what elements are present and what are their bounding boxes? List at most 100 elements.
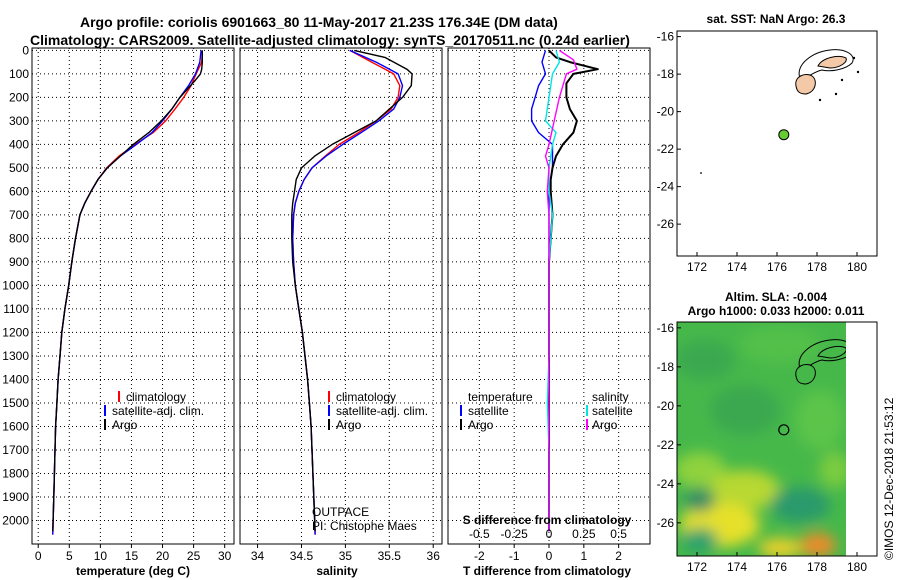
map-lon-label: 178 — [807, 260, 827, 274]
islet — [856, 70, 860, 74]
sla-blob — [740, 327, 820, 363]
sla-map-title: Altim. SLA: -0.004 — [725, 290, 827, 304]
map-lon-label: 176 — [767, 560, 787, 574]
s-x-tick-label: 0 — [546, 527, 553, 541]
salinity-axes — [239, 47, 443, 545]
x-tick-label: -2 — [474, 549, 485, 563]
map-lon-label: 176 — [767, 260, 787, 274]
legend-argo-swatch — [328, 419, 330, 430]
legend-climatology-swatch — [328, 391, 330, 402]
sst-map-land — [700, 49, 860, 174]
depth-tick-label: 600 — [9, 184, 29, 198]
map-lat-label: -18 — [657, 360, 675, 374]
title-line-2: Climatology: CARS2009. Satellite-adjuste… — [30, 32, 630, 48]
t-difference-xlabel: T difference from climatology — [463, 564, 631, 578]
temperature-axes — [31, 47, 235, 545]
title-line-1: Argo profile: coriolis 6901663_80 11-May… — [80, 14, 558, 30]
x-tick-label: 10 — [94, 549, 108, 563]
map-lat-label: -22 — [657, 438, 675, 452]
difference-legend: temperature satellite Argo salinity sate… — [460, 390, 633, 432]
sla-heatmap — [677, 322, 846, 556]
legend-argo: Argo — [112, 418, 138, 432]
island-vanua-levu — [817, 55, 847, 69]
x-tick-label: 35.5 — [378, 549, 402, 563]
x-tick-label: 5 — [66, 549, 73, 563]
x-tick-label: 1 — [580, 549, 587, 563]
x-tick-label: 34 — [251, 549, 265, 563]
depth-tick-label: 1300 — [2, 349, 29, 363]
map-lon-label: 180 — [847, 560, 867, 574]
s-x-tick-label: -0.25 — [500, 527, 528, 541]
depth-tick-label: 1400 — [2, 372, 29, 386]
map-lat-label: -24 — [657, 180, 675, 194]
map-lon-label: 172 — [687, 260, 707, 274]
legend-climatology: climatology — [336, 390, 396, 404]
x-tick-label: 20 — [156, 549, 170, 563]
legend-t-argo: Argo — [468, 418, 494, 432]
legend-satellite: satellite-adj. clim. — [336, 404, 428, 418]
annotation-outpace: OUTPACE — [312, 505, 369, 519]
sst-map-title: sat. SST: NaN Argo: 26.3 — [707, 12, 846, 26]
depth-tick-label: 300 — [9, 114, 29, 128]
x-tick-label: 2 — [615, 549, 622, 563]
islet — [700, 172, 702, 174]
s-x-tick-label: -0.5 — [469, 527, 490, 541]
island-outline — [798, 339, 846, 369]
legend-s-argo: Argo — [592, 418, 618, 432]
sla-blob — [819, 452, 846, 488]
map-lat-label: -20 — [657, 105, 675, 119]
island-viti-levu — [795, 363, 816, 385]
depth-tick-label: 1100 — [3, 302, 29, 316]
difference-panel: -2 -1 0 1 2 -0.5 -0.25 0 0.25 0.5 T difference fr… — [447, 47, 651, 578]
islet — [818, 98, 822, 102]
sla-blob — [710, 470, 780, 510]
legend-s-argo-swatch — [586, 419, 588, 430]
depth-tick-label: 200 — [9, 90, 29, 104]
legend-title-salinity: salinity — [592, 390, 629, 404]
legend-t-satellite-swatch — [460, 405, 462, 416]
x-tick-label: 15 — [125, 549, 139, 563]
sla-blob — [685, 488, 715, 512]
map-lon-label: 174 — [727, 560, 747, 574]
depth-tick-label: 1500 — [2, 396, 29, 410]
island-vanua-levu — [817, 345, 846, 359]
sla-blob — [710, 385, 780, 435]
annotation-pi: PI: Chistophe Maes — [312, 519, 417, 533]
islet — [840, 78, 844, 82]
depth-tick-label: 1600 — [2, 419, 29, 433]
s-difference-xlabel: S difference from climatology — [463, 513, 632, 527]
depth-tick-label: 500 — [9, 161, 29, 175]
legend-satellite-swatch — [328, 405, 330, 416]
depth-tick-label: 1700 — [2, 443, 29, 457]
map-lat-label: -18 — [657, 67, 675, 81]
argo-location-marker — [778, 424, 790, 436]
temperature-panel: 0 5 10 15 20 25 300100200300400500600700800900… — [2, 43, 235, 578]
series-line-s-satellite — [544, 50, 561, 532]
salinity-legend: climatology satellite-adj. clim. Argo — [328, 390, 428, 432]
islet — [834, 92, 838, 96]
temperature-xlabel: temperature (deg C) — [76, 564, 190, 578]
map-lat-label: -26 — [657, 516, 675, 530]
sla-blob — [800, 533, 836, 556]
sla-blob — [682, 528, 718, 552]
map-lon-label: 172 — [687, 560, 707, 574]
legend-satellite: satellite-adj. clim. — [112, 404, 204, 418]
s-x-tick-label: 0.25 — [572, 527, 596, 541]
x-tick-label: 0 — [35, 549, 42, 563]
map-lon-label: 174 — [727, 260, 747, 274]
sla-map-panel: Altim. SLA: -0.004 Argo h1000: 0.033 h20… — [657, 290, 878, 574]
depth-tick-label: 1200 — [2, 325, 29, 339]
map-lat-label: -20 — [657, 399, 675, 413]
sla-blob — [677, 452, 726, 488]
depth-tick-label: 2000 — [2, 513, 29, 527]
sla-blob — [677, 340, 735, 380]
x-tick-label: 35 — [339, 549, 353, 563]
x-tick-label: 34.5 — [290, 549, 314, 563]
map-lat-label: -24 — [657, 477, 675, 491]
depth-tick-label: 0 — [22, 43, 29, 57]
legend-climatology: climatology — [126, 390, 186, 404]
legend-s-satellite-swatch — [586, 405, 588, 416]
map-lat-label: -22 — [657, 142, 675, 156]
x-tick-label: 0 — [546, 549, 553, 563]
depth-tick-label: 100 — [9, 67, 29, 81]
